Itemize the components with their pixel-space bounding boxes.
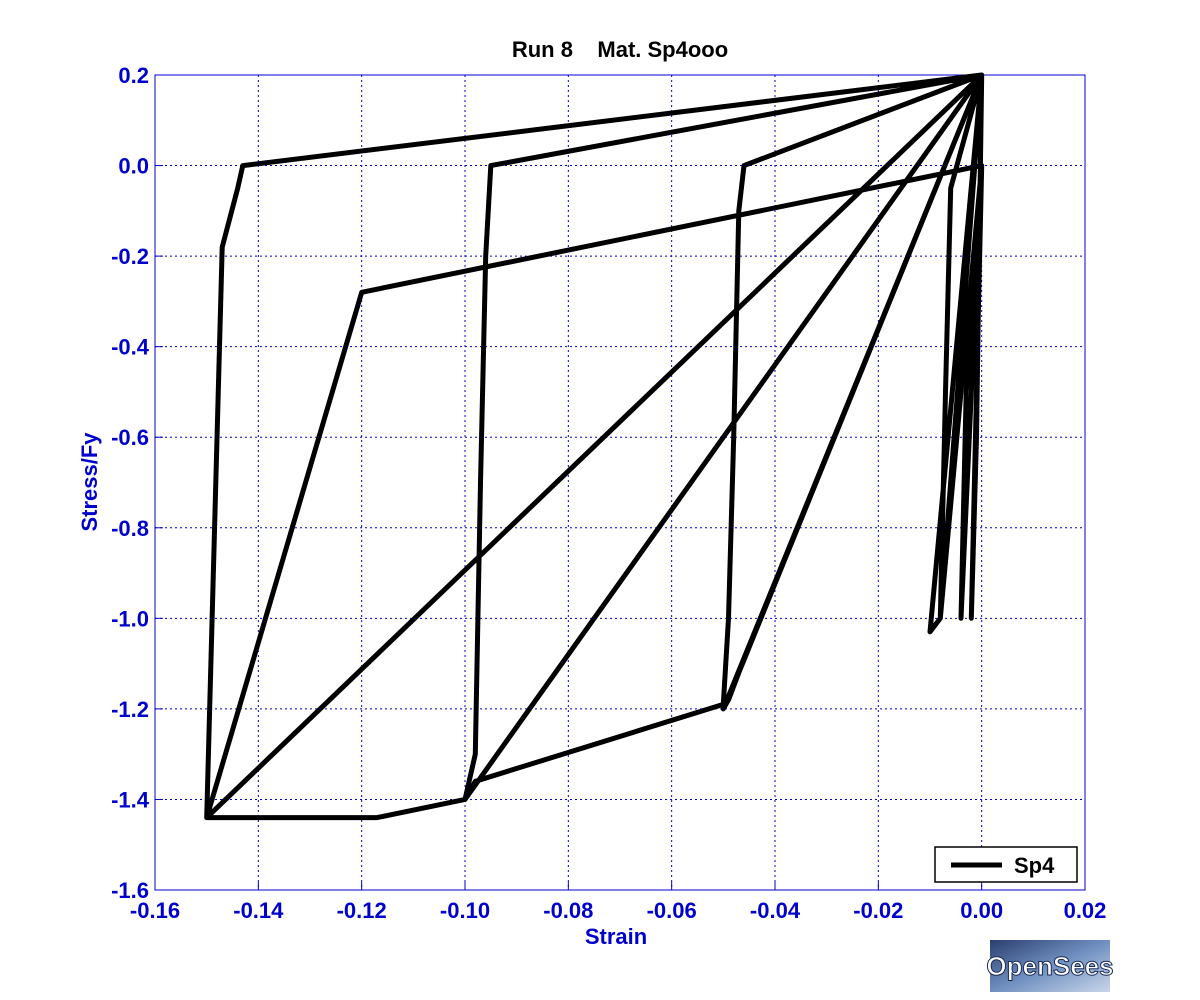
x-axis-title: Strain — [585, 924, 647, 949]
y-tick-label: -1.4 — [111, 787, 150, 812]
x-tick-label: -0.02 — [853, 898, 903, 923]
y-tick-label: 0.0 — [118, 154, 149, 179]
x-tick-label: -0.10 — [440, 898, 490, 923]
y-tick-label: -1.2 — [111, 697, 149, 722]
y-tick-label: -0.8 — [111, 516, 149, 541]
x-tick-label: 0.02 — [1064, 898, 1107, 923]
chart-title: Run 8 Mat. Sp4ooo — [512, 37, 728, 62]
x-axis-ticks: -0.16 -0.14 -0.12 -0.10 -0.08 -0.06 -0.04 -0.02… — [130, 882, 1106, 923]
y-tick-label: -1.6 — [111, 878, 149, 903]
y-axis-title: Stress/Fy — [77, 432, 102, 532]
y-tick-label: -0.4 — [111, 335, 150, 360]
y-tick-label: 0.2 — [118, 63, 149, 88]
y-tick-label: -0.2 — [111, 244, 149, 269]
x-tick-label: 0.00 — [960, 898, 1003, 923]
logo-background — [990, 940, 1110, 992]
series-line-sp4 — [204, 72, 985, 821]
x-tick-label: -0.14 — [233, 898, 284, 923]
plot-area-frame — [154, 74, 1086, 891]
x-tick-label: -0.12 — [337, 898, 387, 923]
x-tick-label: -0.16 — [130, 898, 180, 923]
y-tick-label: -0.6 — [111, 425, 149, 450]
legend: Sp4 — [934, 846, 1078, 883]
x-tick-label: -0.08 — [543, 898, 593, 923]
logo-text: OpenSees — [986, 951, 1113, 981]
y-tick-label: -1.0 — [111, 606, 149, 631]
opensees-logo: OpenSees — [986, 940, 1114, 992]
legend-label-sp4: Sp4 — [1014, 853, 1055, 878]
x-tick-label: -0.06 — [647, 898, 697, 923]
y-axis-ticks: 0.2 0.0 -0.2 -0.4 -0.6 -0.8 -1.0 -1.2 -1.4 -1.6 — [111, 63, 163, 903]
x-tick-label: -0.04 — [750, 898, 801, 923]
series-layer — [204, 72, 985, 821]
